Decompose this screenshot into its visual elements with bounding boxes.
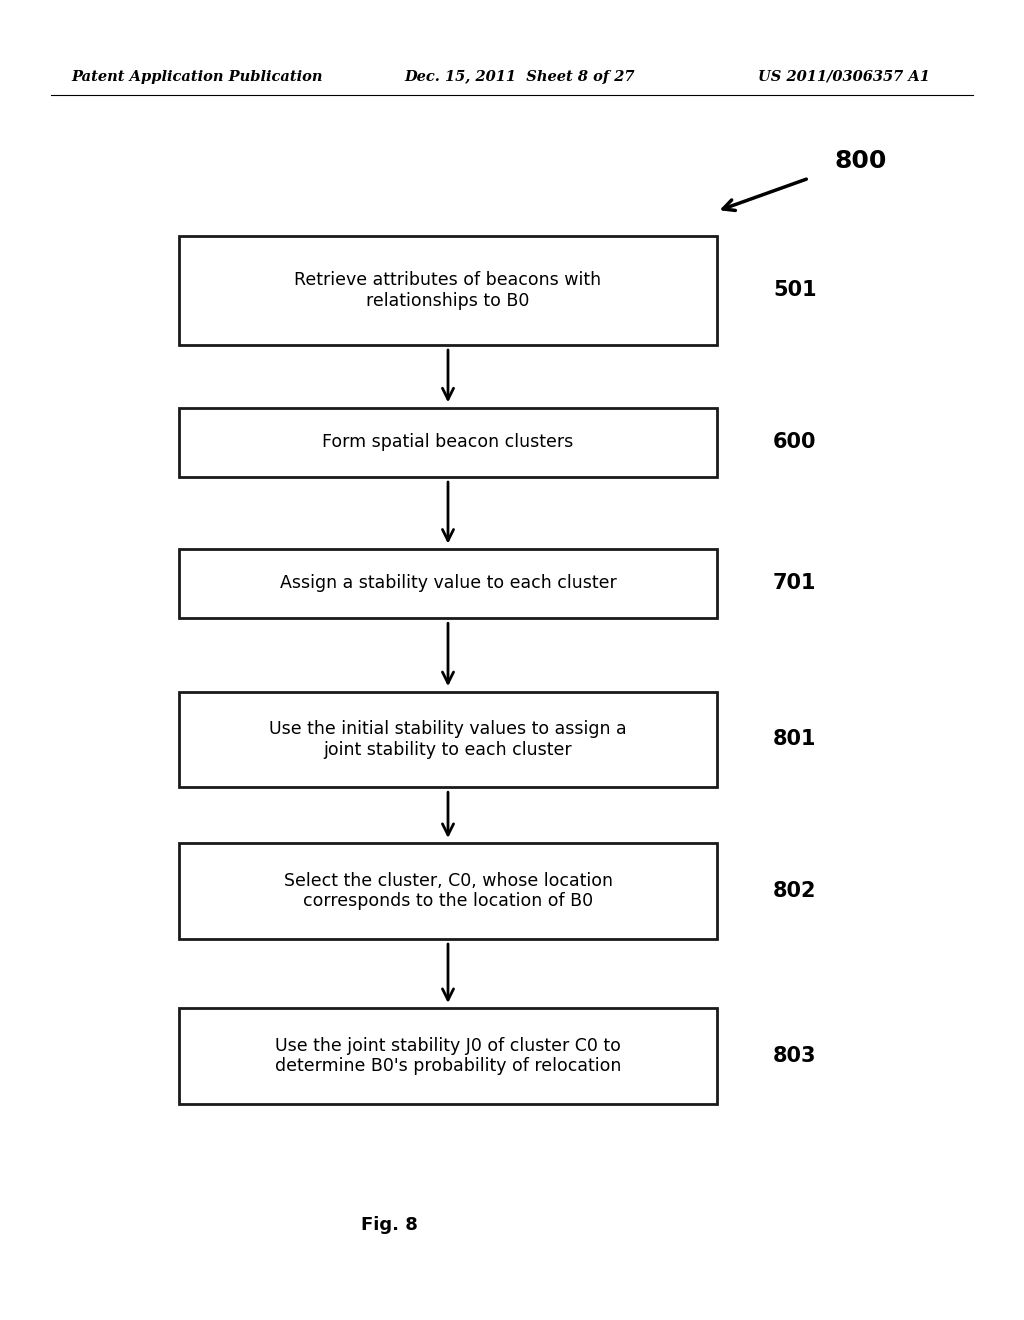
Text: 600: 600	[773, 432, 816, 453]
FancyBboxPatch shape	[179, 236, 717, 345]
Text: Retrieve attributes of beacons with
relationships to B0: Retrieve attributes of beacons with rela…	[295, 271, 601, 310]
Text: 501: 501	[773, 280, 817, 301]
Text: 803: 803	[773, 1045, 816, 1067]
Text: 802: 802	[773, 880, 816, 902]
FancyBboxPatch shape	[179, 692, 717, 787]
Text: US 2011/0306357 A1: US 2011/0306357 A1	[758, 70, 930, 83]
Text: Select the cluster, C0, whose location
corresponds to the location of B0: Select the cluster, C0, whose location c…	[284, 871, 612, 911]
Text: Use the joint stability J0 of cluster C0 to
determine B0's probability of reloca: Use the joint stability J0 of cluster C0…	[274, 1036, 622, 1076]
FancyBboxPatch shape	[179, 408, 717, 477]
Text: Fig. 8: Fig. 8	[360, 1216, 418, 1234]
Text: 800: 800	[835, 149, 887, 173]
Text: Assign a stability value to each cluster: Assign a stability value to each cluster	[280, 574, 616, 593]
Text: Patent Application Publication: Patent Application Publication	[72, 70, 324, 83]
Text: Dec. 15, 2011  Sheet 8 of 27: Dec. 15, 2011 Sheet 8 of 27	[404, 70, 635, 83]
FancyBboxPatch shape	[179, 843, 717, 939]
Text: Use the initial stability values to assign a
joint stability to each cluster: Use the initial stability values to assi…	[269, 719, 627, 759]
Text: 801: 801	[773, 729, 816, 750]
Text: Form spatial beacon clusters: Form spatial beacon clusters	[323, 433, 573, 451]
FancyBboxPatch shape	[179, 1008, 717, 1104]
FancyBboxPatch shape	[179, 549, 717, 618]
Text: 701: 701	[773, 573, 816, 594]
